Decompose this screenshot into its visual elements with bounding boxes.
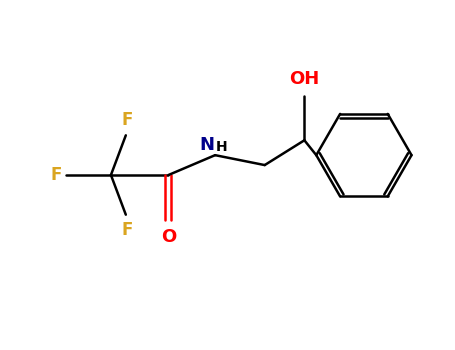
Text: F: F [51, 166, 62, 184]
Text: O: O [161, 228, 176, 246]
Text: F: F [121, 220, 132, 239]
Text: F: F [121, 111, 132, 130]
Text: OH: OH [289, 70, 319, 88]
Text: H: H [216, 140, 228, 154]
Text: N: N [199, 136, 214, 154]
